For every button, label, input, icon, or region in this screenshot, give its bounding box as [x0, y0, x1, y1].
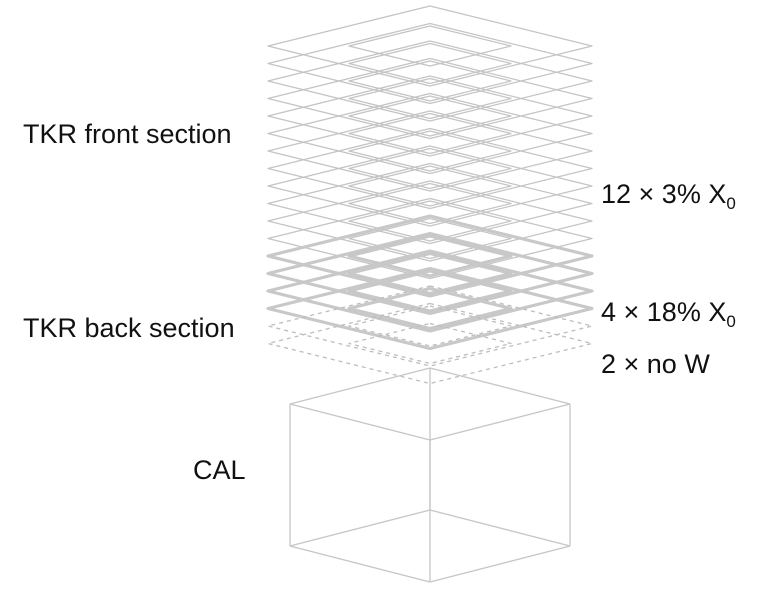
tray-outer-frame [266, 266, 594, 351]
cal-bottom-edge [289, 545, 431, 583]
tray-layer-front [267, 110, 593, 192]
tray-layer-front [267, 162, 593, 245]
tray-layer-front [267, 22, 593, 105]
tray-layer-front [267, 40, 593, 122]
tray-layer-front [267, 127, 593, 210]
tray-layer-back [266, 249, 594, 333]
tray-layer-front [267, 5, 593, 87]
tray-layer-front [267, 75, 593, 157]
front-layers-subscript: 0 [726, 194, 736, 213]
cal-top-edge [429, 367, 571, 405]
tray-layer-back [266, 214, 594, 298]
cal-back-edge [429, 509, 571, 547]
tray-outer-frame [267, 5, 593, 87]
tray-outer-frame [267, 197, 593, 280]
cal-bottom-edge [429, 545, 571, 583]
front-layers-annotation: 12 × 3% X0 [601, 178, 736, 213]
tray-outer-frame [267, 127, 593, 210]
tray-outer-frame [267, 57, 593, 140]
tray-outer-frame [266, 214, 594, 298]
front-layers-text: 12 × 3% X [601, 179, 727, 209]
cal-top-edge [289, 367, 431, 405]
tray-outer-frame [267, 92, 593, 175]
tray-outer-frame [267, 22, 593, 105]
tray-layer-front [267, 197, 593, 280]
tray-outer-frame [267, 75, 593, 157]
tray-outer-frame [266, 249, 594, 333]
tray-outer-frame [267, 145, 593, 227]
tray-layer-front [267, 92, 593, 175]
tray-layer-front [267, 180, 593, 262]
tray-layer-front [267, 145, 593, 227]
tray-inner-frame [348, 165, 512, 207]
tkr-back-section-label: TKR back section [23, 313, 235, 343]
tray-inner-frame [348, 42, 512, 85]
tray-inner-frame [348, 25, 512, 67]
back-layers-annotation: 4 × 18% X0 [601, 296, 736, 331]
tray-layer-back [266, 231, 594, 316]
cal-top-edge [289, 403, 431, 441]
cal-back-edge [289, 509, 431, 547]
tray-inner-frame [348, 112, 512, 155]
back-layers-subscript: 0 [726, 312, 736, 331]
tray-inner-frame [347, 234, 513, 278]
tray-outer-frame [267, 110, 593, 192]
back-layers-text: 4 × 18% X [601, 297, 727, 327]
tray-inner-frame [348, 60, 512, 102]
tray-inner-frame [347, 269, 513, 313]
tray-inner-frame [348, 77, 512, 120]
tray-outer-frame [267, 40, 593, 122]
tray-inner-frame [348, 147, 512, 190]
cal-label: CAL [193, 455, 246, 485]
tray-layer-front [267, 57, 593, 140]
tray-outer-frame [267, 180, 593, 262]
tray-inner-frame [348, 130, 512, 172]
tray-inner-frame [348, 182, 512, 225]
no-w-layers-annotation: 2 × no W [601, 349, 710, 379]
tray-outer-frame [267, 162, 593, 245]
tray-inner-frame [347, 251, 513, 296]
cal-top-edge [429, 403, 571, 441]
tray-inner-frame [348, 95, 512, 137]
tray-layer-back [266, 266, 594, 351]
tkr-front-section-label: TKR front section [23, 119, 232, 149]
tray-inner-frame [348, 200, 512, 242]
tray-inner-frame [347, 286, 513, 331]
tracker-tray-layers [266, 5, 594, 385]
tray-outer-frame [266, 231, 594, 316]
tray-inner-frame [348, 217, 512, 260]
calorimeter-box [289, 367, 571, 583]
